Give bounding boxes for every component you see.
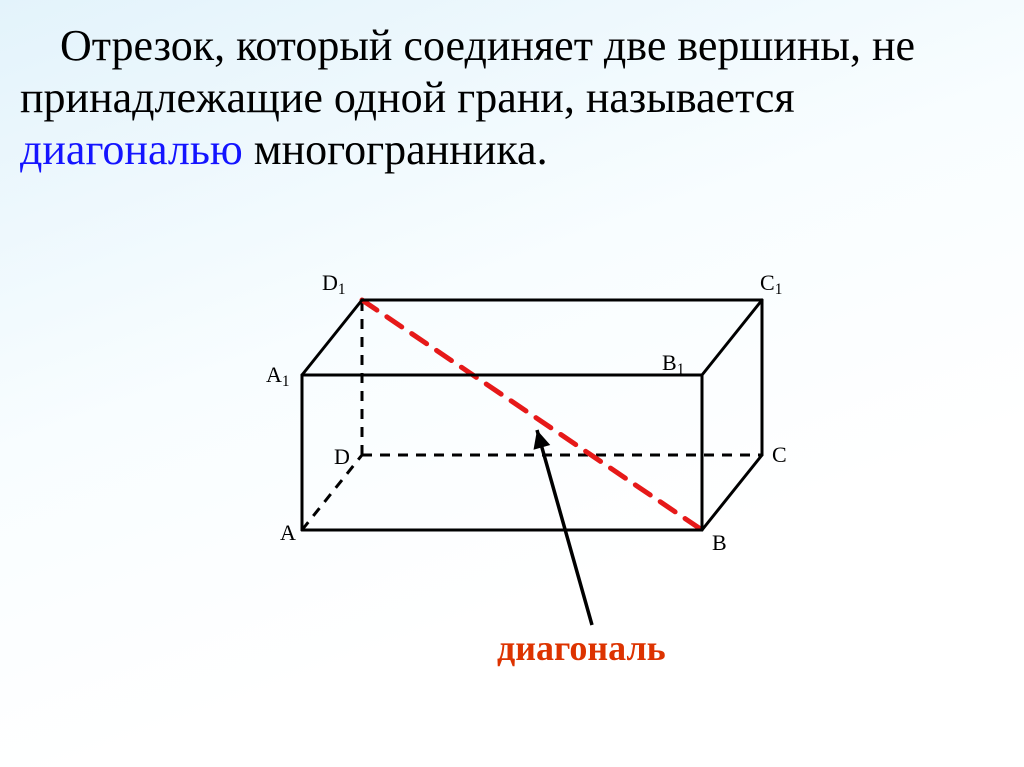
def-highlight: диагональю [20,125,243,174]
visible-edge [702,455,762,530]
vertex-label: B [712,530,727,555]
vertex-label: B1 [662,350,684,378]
def-part2: многогранника. [243,125,548,174]
vertex-label: A1 [266,362,290,390]
vertex-label: C [772,442,787,467]
diagonal-line [362,300,702,530]
prism-diagram: A B C D A1 B1 C1 D1 диагональ [262,260,822,710]
vertex-label: A [280,520,296,545]
vertex-label: D [334,444,350,469]
vertex-label: D1 [322,270,346,298]
visible-edge [702,300,762,375]
arrow-shaft [537,430,592,625]
hidden-edge [302,455,362,530]
visible-edge [302,300,362,375]
definition-text: Отрезок, который соединяет две вершины, … [20,20,1004,176]
diagonal-label: диагональ [497,628,666,668]
def-part1: Отрезок, который соединяет две вершины, … [20,21,915,122]
vertex-label: C1 [760,270,782,298]
